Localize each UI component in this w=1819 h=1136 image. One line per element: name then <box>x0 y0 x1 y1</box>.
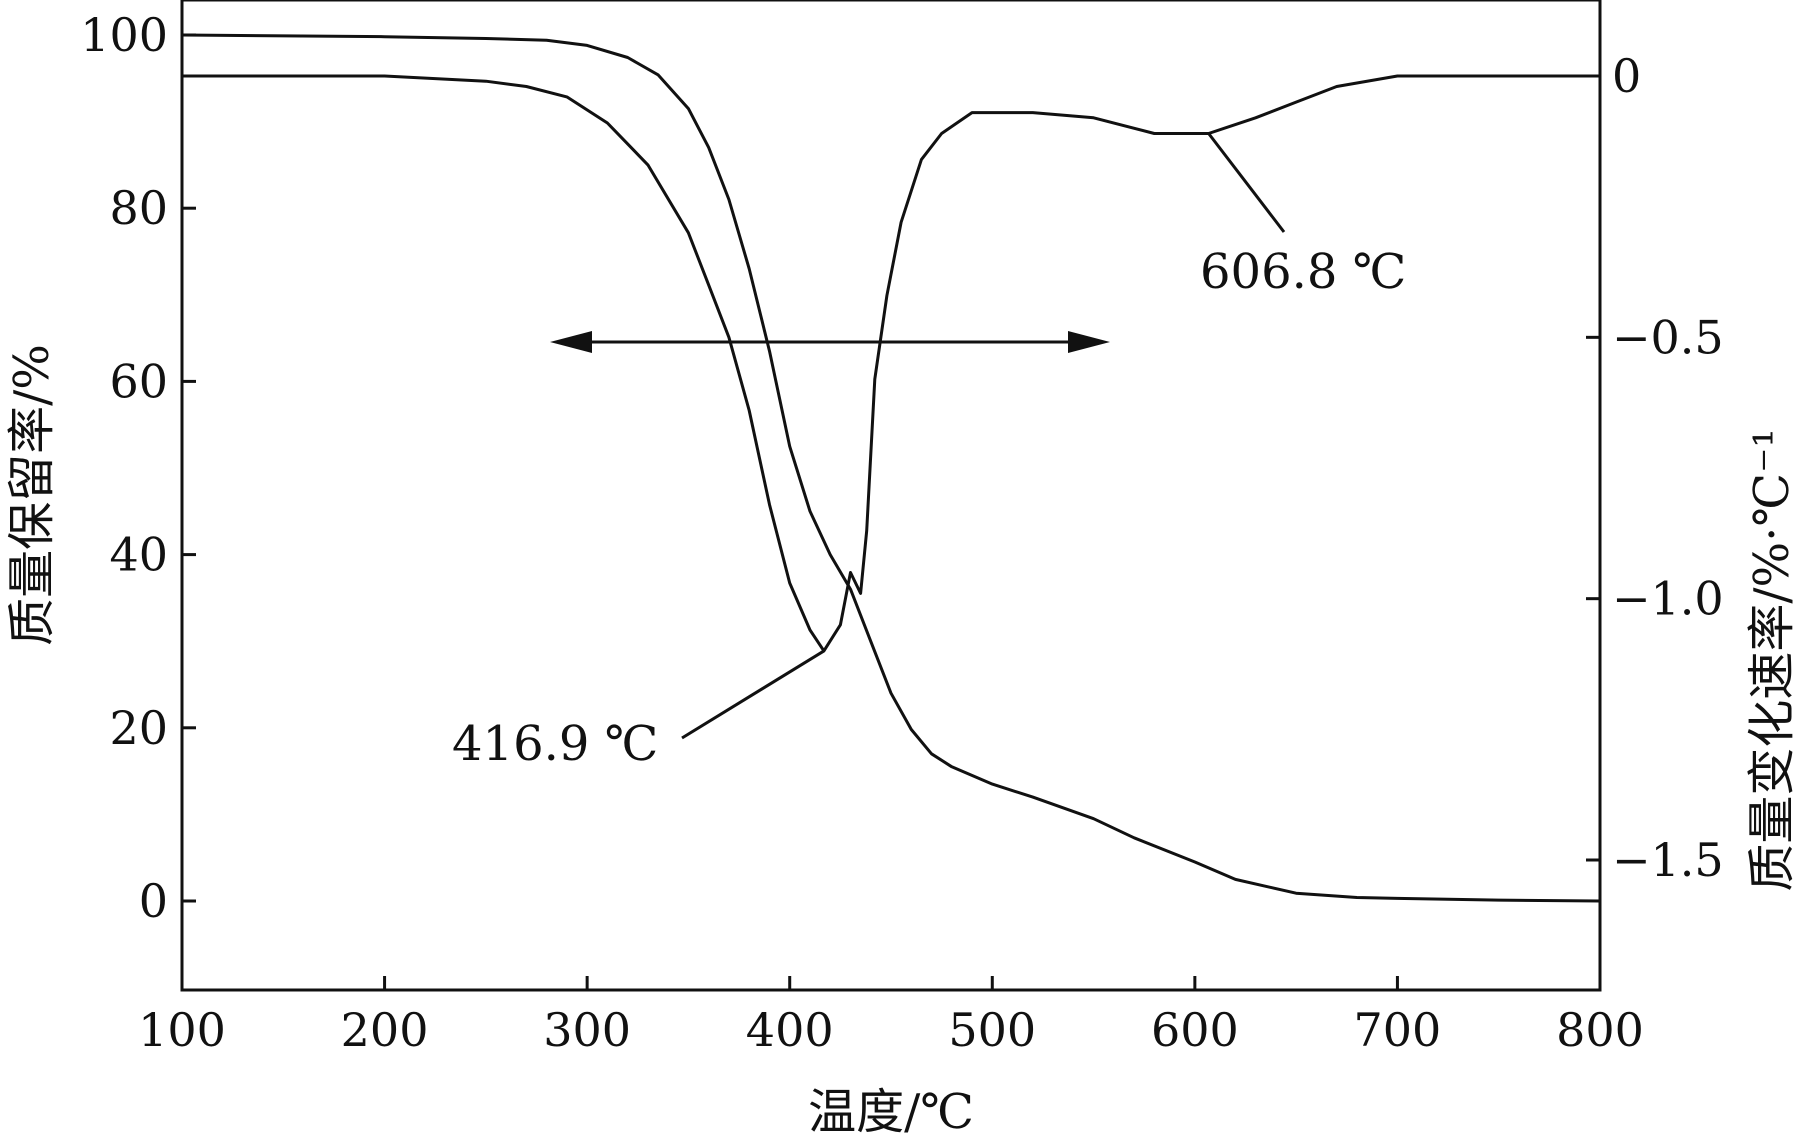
arrow-head-right <box>1068 331 1110 353</box>
x-tick-label: 200 <box>341 1003 429 1057</box>
y-left-tick-label: 100 <box>80 8 168 62</box>
x-axis-title: 温度/℃ <box>808 1084 974 1136</box>
y-left-tick-label: 40 <box>109 528 168 582</box>
callout-line-416 <box>681 649 825 740</box>
x-tick-label: 500 <box>948 1003 1036 1057</box>
y-right-tick-label: −1.5 <box>1612 833 1724 887</box>
annotation-606: 606.8 ℃ <box>1200 244 1406 300</box>
y-left-tick-label: 80 <box>109 181 168 235</box>
y-axis-title-right: 质量变化速率/%·℃⁻¹ <box>1744 428 1800 891</box>
y-axis-title-left: 质量保留率/% <box>4 344 60 646</box>
dtg-curve <box>182 74 1600 653</box>
ticks-layer: 100 200 300 400 500 600 700 800 0 20 40 60 80 100 −1.5… <box>80 8 1724 1057</box>
x-tick-label: 400 <box>746 1003 834 1057</box>
x-tick-label: 300 <box>543 1003 631 1057</box>
y-left-tick-label: 60 <box>109 354 168 408</box>
x-tick-label: 100 <box>138 1003 226 1057</box>
series-layer <box>181 33 1601 903</box>
callout-line-606 <box>1207 132 1286 233</box>
x-tick-label: 600 <box>1151 1003 1239 1057</box>
arrow-head-left <box>550 331 592 353</box>
annotation-416: 416.9 ℃ <box>452 716 658 772</box>
x-tick-label: 800 <box>1556 1003 1644 1057</box>
y-right-tick-label: −1.0 <box>1612 572 1724 626</box>
y-right-tick-label: −0.5 <box>1612 310 1724 364</box>
annotation-layer: 416.9 ℃ 606.8 ℃ <box>452 132 1406 772</box>
tga-curve <box>181 33 1601 903</box>
x-tick-label: 700 <box>1354 1003 1442 1057</box>
y-left-tick-label: 20 <box>109 701 168 755</box>
y-left-tick-label: 0 <box>139 874 168 928</box>
plot-frame <box>180 0 1602 992</box>
y-right-tick-label: 0 <box>1612 49 1641 103</box>
